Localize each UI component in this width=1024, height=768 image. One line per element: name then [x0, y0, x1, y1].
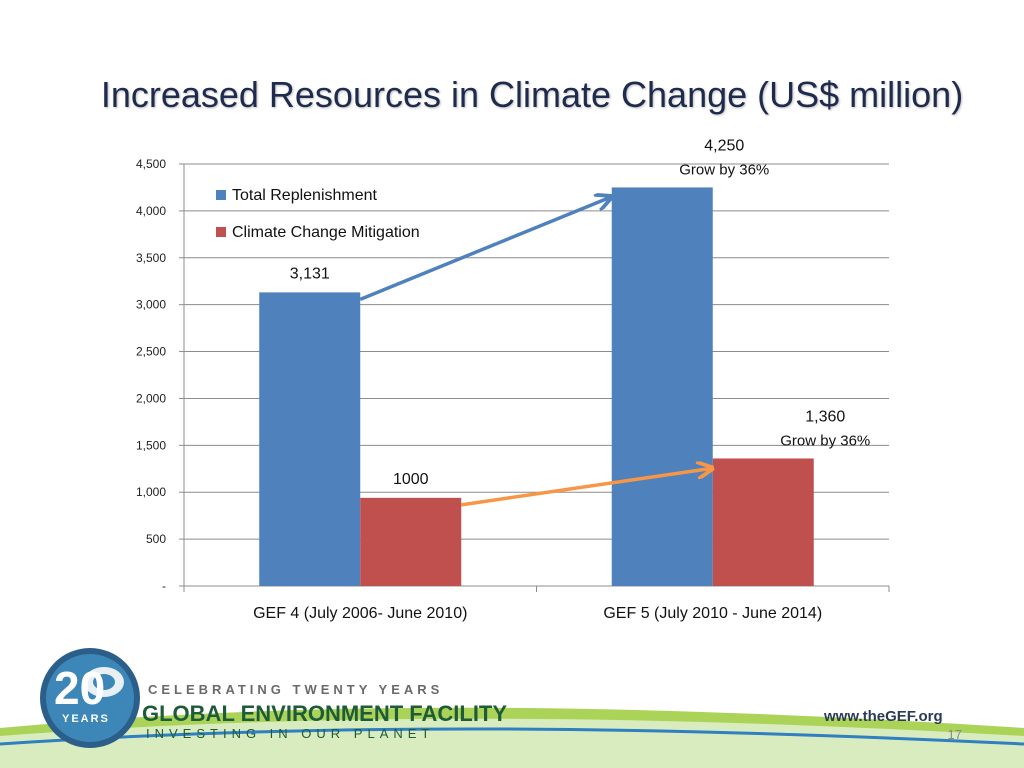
bar — [360, 497, 462, 586]
legend-label: Climate Change Mitigation — [232, 224, 420, 241]
data-label: 4,250 — [704, 137, 744, 154]
blue-swoosh-line — [0, 727, 1024, 746]
page-number: 17 — [947, 727, 962, 742]
chart-labels: - 500 1,000 1,500 2,000 2,500 3,000 3,500 4,000 4… — [136, 137, 870, 622]
y-tick-label: 4,000 — [136, 204, 166, 218]
bar — [611, 187, 713, 586]
data-label: 1,360 — [805, 408, 845, 425]
growth-arrows — [359, 197, 711, 507]
footer-banner: 20 YEARS CELEBRATING TWENTY YEARS GLOBAL… — [0, 648, 1024, 768]
y-tick-label: 3,500 — [136, 251, 166, 265]
tagline: INVESTING IN OUR PLANET — [146, 726, 434, 741]
legend: Total Replenishment Climate Change Mitiga… — [216, 187, 420, 241]
legend-label: Total Replenishment — [232, 187, 378, 204]
y-tick-label: 2,500 — [136, 345, 166, 359]
y-tick-label: 1,500 — [136, 438, 166, 452]
logo-years-text: YEARS — [62, 713, 110, 725]
logo-number: 20 — [54, 662, 105, 714]
x-category-label: GEF 4 (July 2006- June 2010) — [253, 605, 467, 622]
growth-arrow — [359, 197, 610, 302]
celebrating-text: CELEBRATING TWENTY YEARS — [148, 682, 443, 697]
bar-chart: - 500 1,000 1,500 2,000 2,500 3,000 3,500 4,000 4… — [136, 137, 890, 622]
y-tick-label: 2,000 — [136, 391, 166, 405]
growth-annotation: Grow by 36% — [679, 161, 769, 178]
legend-swatch — [216, 190, 226, 200]
y-tick-label: 4,500 — [136, 157, 166, 171]
bars — [259, 187, 814, 586]
bar — [259, 292, 361, 586]
legend-swatch — [216, 227, 226, 237]
growth-annotation: Grow by 36% — [780, 432, 870, 449]
gef-20-logo: 20 YEARS — [40, 648, 140, 748]
website-link[interactable]: www.theGEF.org — [823, 708, 943, 725]
organization-name: GLOBAL ENVIRONMENT FACILITY — [142, 701, 507, 726]
y-tick-label: 3,000 — [136, 298, 166, 312]
y-tick-label: - — [162, 579, 166, 593]
slide-title: Increased Resources in Climate Change (U… — [100, 74, 964, 115]
y-tick-label: 500 — [146, 532, 166, 546]
data-label: 3,131 — [290, 265, 330, 282]
y-tick-label: 1,000 — [136, 485, 166, 499]
growth-arrow — [460, 468, 711, 507]
x-category-label: GEF 5 (July 2010 - June 2014) — [603, 605, 822, 622]
bar — [712, 458, 814, 586]
data-label: 1000 — [393, 471, 429, 488]
